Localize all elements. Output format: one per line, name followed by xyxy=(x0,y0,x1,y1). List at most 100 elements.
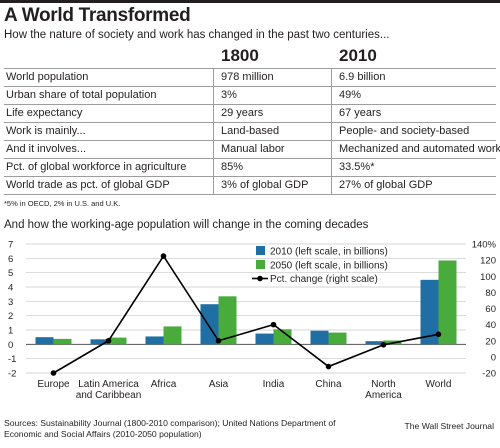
table-row: Work is mainly... Land-based People- and s… xyxy=(4,122,496,141)
bar-2050 xyxy=(163,326,182,345)
bar-2050 xyxy=(273,329,292,345)
bar-2050 xyxy=(53,338,72,345)
column-divider xyxy=(213,68,214,194)
y2-tick-label: 20 xyxy=(485,336,496,347)
legend-label: Pct. change (right scale) xyxy=(270,274,378,285)
x-tick-label: and Caribbean xyxy=(76,390,142,401)
column-header-2010: 2010 xyxy=(339,46,377,65)
y2-tick-label: 100 xyxy=(480,272,496,283)
pct-change-point xyxy=(270,321,277,328)
row-value-2010: 67 years xyxy=(339,107,382,119)
y-tick-label: 4 xyxy=(8,283,13,294)
table-footnote: *5% in OECD, 2% in U.S. and U.K. xyxy=(4,199,121,208)
row-label: World trade as pct. of global GDP xyxy=(6,179,170,191)
x-tick-label: China xyxy=(315,379,342,390)
bar-2010 xyxy=(420,279,439,345)
y2-tick-label: 120 xyxy=(480,256,496,267)
row-value-2010: 49% xyxy=(339,89,362,101)
top-rule xyxy=(0,0,500,3)
bar-2050 xyxy=(108,337,127,345)
table-row: And it involves... Manual labor Mechanized… xyxy=(4,140,500,159)
y2-tick-label: 60 xyxy=(485,304,496,315)
row-value-2010: People- and society-based xyxy=(339,125,470,137)
y-tick-label: -1 xyxy=(8,354,16,365)
column-header-1800: 1800 xyxy=(221,46,259,65)
pct-change-point xyxy=(160,253,167,259)
row-value-2010: Mechanized and automated work xyxy=(339,143,500,155)
table-row: World population 978 million 6.9 billion xyxy=(4,68,496,87)
y-tick-label: -2 xyxy=(8,369,16,380)
sources-note: Sources: Sustainability Journal (1800-20… xyxy=(4,418,336,439)
row-value-1800: 3% of global GDP xyxy=(221,179,309,191)
row-label: Urban share of total population xyxy=(6,89,157,101)
pct-change-point xyxy=(325,363,332,370)
bar-2010 xyxy=(200,304,219,345)
table-row: Pct. of global workforce in agriculture 8… xyxy=(4,158,496,177)
x-tick-label: World xyxy=(426,379,452,390)
working-age-population-chart: 7 6 5 4 3 2 1 0 -1 -2 140% 120 100 80 60 40 20 0 -20 Europe… xyxy=(8,240,497,402)
bar-2050 xyxy=(438,260,457,345)
row-label: Life expectancy xyxy=(6,107,83,119)
pct-change-point xyxy=(105,337,112,344)
row-value-1800: 978 million xyxy=(221,71,274,83)
y2-tick-label: 40 xyxy=(485,320,496,331)
table-row: Life expectancy 29 years 67 years xyxy=(4,104,496,123)
y-tick-label: 3 xyxy=(8,297,13,308)
y2-tick-label: 0 xyxy=(491,352,496,363)
row-label: And it involves... xyxy=(6,143,87,155)
legend-swatch xyxy=(256,246,265,255)
y-tick-label: 6 xyxy=(8,254,13,265)
legend-swatch xyxy=(256,260,265,269)
bar-2010 xyxy=(145,336,164,345)
publisher-credit: The Wall Street Journal xyxy=(404,421,494,431)
row-value-1800: 85% xyxy=(221,161,244,173)
legend-line-swatch-point xyxy=(257,275,263,282)
row-label: Pct. of global workforce in agriculture xyxy=(6,161,187,173)
page-title: A World Transformed xyxy=(4,5,191,26)
legend-label: 2010 (left scale, in billions) xyxy=(270,247,388,258)
row-value-2010: 27% of global GDP xyxy=(339,179,433,191)
y-tick-label: 0 xyxy=(8,340,13,351)
bar-2050 xyxy=(218,296,237,345)
y2-tick-label: 80 xyxy=(485,288,496,299)
pct-change-point xyxy=(50,370,57,376)
column-divider xyxy=(331,68,332,194)
bar-2010 xyxy=(90,339,109,345)
y-tick-label: 1 xyxy=(8,326,13,337)
x-tick-label: America xyxy=(365,390,402,401)
row-value-1800: Land-based xyxy=(221,125,280,137)
chart-title: And how the working-age population will … xyxy=(4,219,369,231)
bar-2050 xyxy=(328,332,347,345)
table-bottom-rule xyxy=(4,194,496,195)
row-value-1800: Manual labor xyxy=(221,143,285,155)
row-label: Work is mainly... xyxy=(6,125,86,137)
bar-2010 xyxy=(365,341,384,345)
legend-label: 2050 (left scale, in billions) xyxy=(270,261,388,272)
row-value-1800: 29 years xyxy=(221,107,264,119)
x-tick-label: India xyxy=(263,379,285,390)
row-value-1800: 3% xyxy=(221,89,237,101)
x-tick-label: Europe xyxy=(37,379,70,390)
row-value-2010: 6.9 billion xyxy=(339,71,386,83)
y2-tick-label: 140% xyxy=(472,240,497,251)
x-tick-label: North xyxy=(371,379,395,390)
row-value-2010: 33.5%* xyxy=(339,161,375,173)
y-tick-label: 2 xyxy=(8,311,13,322)
table-row: Urban share of total population 3% 49% xyxy=(4,86,496,105)
y2-tick-label: -20 xyxy=(482,369,496,380)
table-row: World trade as pct. of global GDP 3% of g… xyxy=(4,176,496,195)
x-tick-label: Latin America xyxy=(78,379,139,390)
bar-2010 xyxy=(255,333,274,345)
x-tick-label: Africa xyxy=(151,379,177,390)
bar-2010 xyxy=(35,337,54,345)
page-subtitle: How the nature of society and work has c… xyxy=(4,29,390,41)
y-tick-label: 7 xyxy=(8,240,13,251)
y-tick-label: 5 xyxy=(8,268,13,279)
pct-change-point xyxy=(215,337,222,344)
x-tick-label: Asia xyxy=(209,379,229,390)
pct-change-line xyxy=(53,254,439,374)
pct-change-point xyxy=(380,341,387,348)
row-label: World population xyxy=(6,71,89,83)
bar-2010 xyxy=(310,330,329,345)
pct-change-point xyxy=(435,331,442,338)
